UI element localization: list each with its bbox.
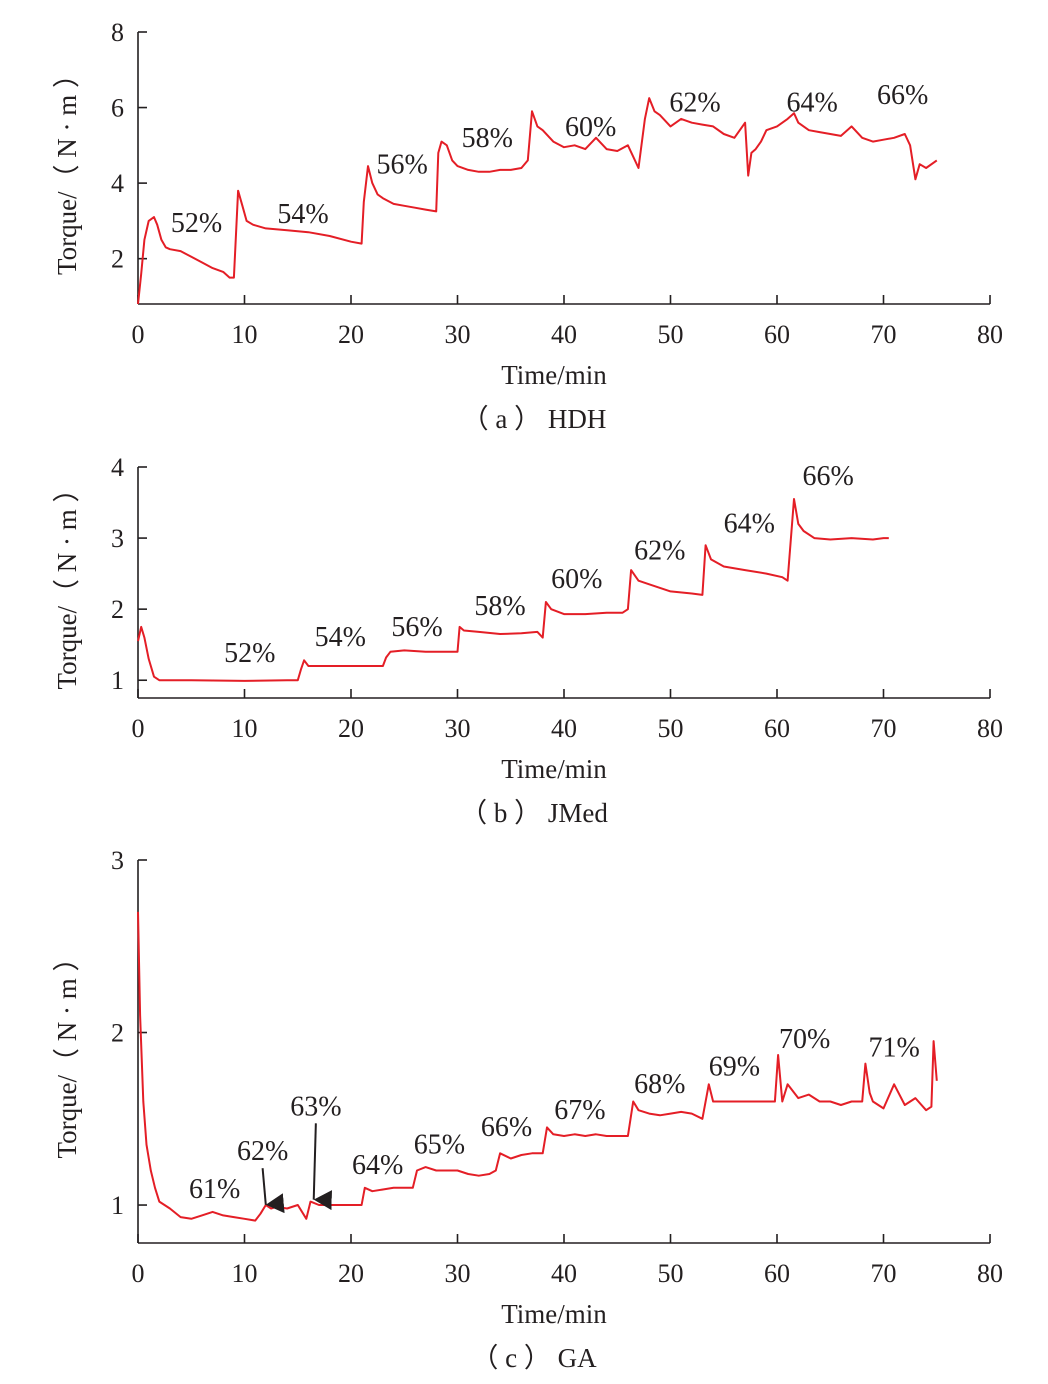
step-annotation: 70% bbox=[779, 1024, 830, 1055]
x-tick-label: 40 bbox=[551, 320, 577, 349]
x-tick-label: 70 bbox=[871, 714, 897, 743]
x-tick-label: 10 bbox=[232, 1259, 258, 1288]
y-tick-label: 1 bbox=[111, 1191, 124, 1220]
step-annotation: 66% bbox=[481, 1112, 532, 1143]
y-tick-label: 2 bbox=[111, 595, 124, 624]
step-annotation: 69% bbox=[709, 1052, 760, 1083]
panel-caption: （ a ） HDH bbox=[462, 404, 607, 434]
y-tick-label: 4 bbox=[111, 453, 124, 482]
x-tick-label: 80 bbox=[977, 714, 1003, 743]
x-tick-label: 10 bbox=[232, 714, 258, 743]
step-annotation: 52% bbox=[171, 208, 222, 239]
step-annotation: 56% bbox=[391, 612, 442, 643]
x-tick-label: 60 bbox=[764, 320, 790, 349]
step-annotation: 60% bbox=[565, 112, 616, 143]
x-tick-label: 70 bbox=[871, 320, 897, 349]
step-annotation: 65% bbox=[414, 1129, 465, 1160]
x-tick-label: 20 bbox=[338, 714, 364, 743]
step-annotation: 60% bbox=[551, 564, 602, 595]
step-annotation: 71% bbox=[868, 1033, 919, 1064]
x-tick-label: 20 bbox=[338, 1259, 364, 1288]
annotation-arrow bbox=[312, 1123, 332, 1211]
y-tick-label: 2 bbox=[111, 245, 124, 274]
x-tick-label: 30 bbox=[445, 714, 471, 743]
step-annotation: 62% bbox=[634, 535, 685, 566]
series-line bbox=[137, 498, 889, 682]
chart-panel-2: 0 10 20 30 40 50 60 70 80 1 2 3 4 52% 54% 56% 58% 60% 62% 6… bbox=[52, 453, 1003, 828]
step-annotation: 62% bbox=[237, 1136, 288, 1167]
step-annotation: 58% bbox=[474, 591, 525, 622]
y-tick-label: 4 bbox=[111, 169, 124, 198]
step-annotation: 67% bbox=[554, 1095, 605, 1126]
x-tick-label: 40 bbox=[551, 1259, 577, 1288]
step-annotation: 66% bbox=[877, 80, 928, 111]
step-annotation: 58% bbox=[462, 123, 513, 154]
x-tick-label: 0 bbox=[132, 714, 145, 743]
y-axis-label: Torque/（ N · m ） bbox=[52, 475, 82, 689]
x-tick-label: 80 bbox=[977, 1259, 1003, 1288]
x-tick-label: 10 bbox=[232, 320, 258, 349]
x-tick-label: 30 bbox=[445, 1259, 471, 1288]
step-annotation: 63% bbox=[290, 1091, 341, 1122]
chart-panel-3: 0 10 20 30 40 50 60 70 80 1 2 3 61% 62%63% 64% 65% 66% 67… bbox=[52, 846, 1003, 1373]
step-annotation: 64% bbox=[352, 1150, 403, 1181]
x-axis-label: Time/min bbox=[501, 1299, 607, 1329]
x-tick-label: 40 bbox=[551, 714, 577, 743]
series-line bbox=[137, 97, 938, 305]
x-tick-label: 50 bbox=[658, 714, 684, 743]
x-tick-label: 60 bbox=[764, 1259, 790, 1288]
step-annotation: 62% bbox=[669, 87, 720, 118]
x-tick-label: 70 bbox=[871, 1259, 897, 1288]
panel-caption: （ b ） JMed bbox=[460, 798, 608, 828]
y-tick-label: 3 bbox=[111, 846, 124, 875]
x-axis-label: Time/min bbox=[501, 360, 607, 390]
x-axis-label: Time/min bbox=[501, 754, 607, 784]
x-tick-label: 60 bbox=[764, 714, 790, 743]
step-annotation: 56% bbox=[376, 150, 427, 181]
y-tick-label: 3 bbox=[111, 524, 124, 553]
x-tick-label: 0 bbox=[132, 320, 145, 349]
step-annotation: 61% bbox=[189, 1174, 240, 1205]
x-tick-label: 20 bbox=[338, 320, 364, 349]
y-tick-label: 8 bbox=[111, 18, 124, 47]
y-axis-label: Torque/（ N · m ） bbox=[52, 61, 82, 275]
step-annotation: 54% bbox=[277, 199, 328, 230]
panel-caption: （ c ） GA bbox=[471, 1343, 597, 1373]
step-annotation: 68% bbox=[634, 1069, 685, 1100]
x-tick-label: 50 bbox=[658, 1259, 684, 1288]
y-tick-label: 6 bbox=[111, 94, 124, 123]
x-tick-label: 0 bbox=[132, 1259, 145, 1288]
x-tick-label: 30 bbox=[445, 320, 471, 349]
step-annotation: 64% bbox=[786, 87, 837, 118]
step-annotation: 64% bbox=[724, 508, 775, 539]
y-axis-label: Torque/（ N · m ） bbox=[52, 944, 82, 1158]
step-annotation: 52% bbox=[224, 638, 275, 669]
series-line bbox=[137, 911, 938, 1222]
y-tick-label: 1 bbox=[111, 666, 124, 695]
x-tick-label: 50 bbox=[658, 320, 684, 349]
step-annotation: 54% bbox=[315, 622, 366, 653]
chart-panel-1: 0 10 20 30 40 50 60 70 80 2 4 6 8 52% 54% 56% 58% 60% 62% 6… bbox=[52, 18, 1003, 434]
step-annotation: 66% bbox=[802, 461, 853, 492]
annotation-arrow bbox=[261, 1168, 285, 1214]
x-tick-label: 80 bbox=[977, 320, 1003, 349]
y-tick-label: 2 bbox=[111, 1019, 124, 1048]
